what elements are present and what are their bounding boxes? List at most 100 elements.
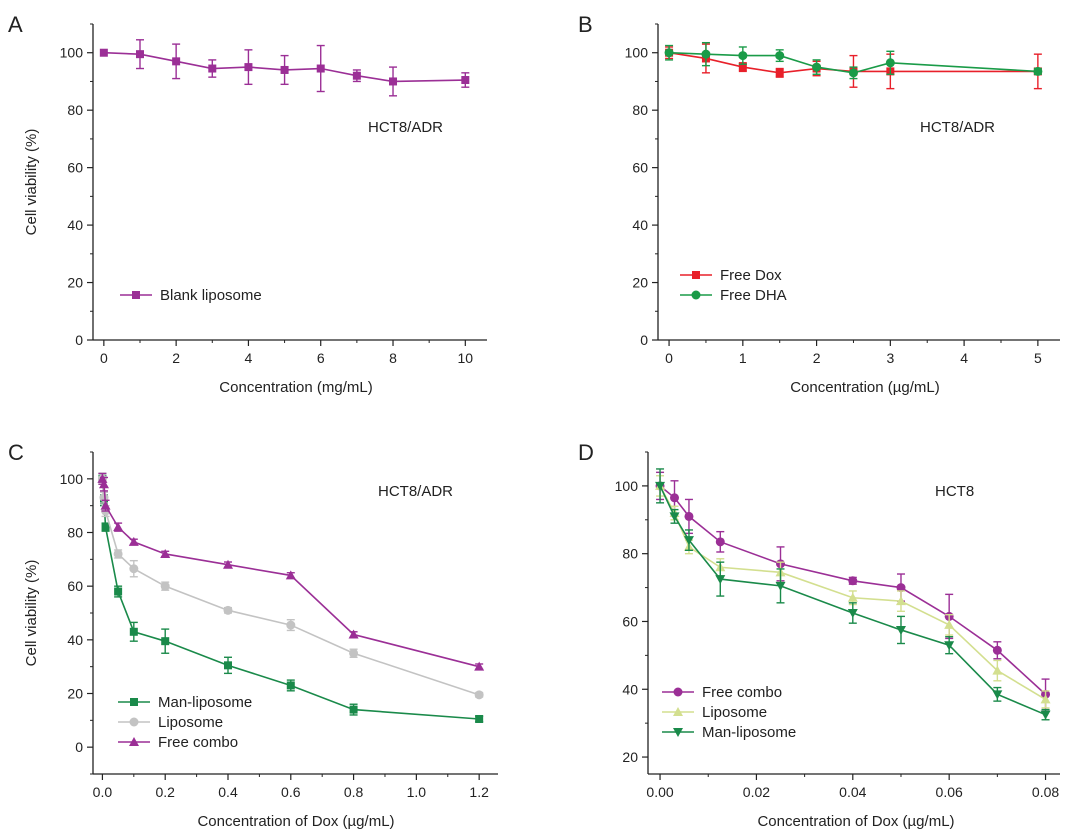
y-axis-title: Cell viability (%) [23, 129, 40, 236]
y-tick-label: 60 [622, 613, 638, 629]
data-point [812, 62, 822, 72]
series-liposome [655, 475, 1051, 709]
panel-letter: B [578, 12, 593, 37]
y-tick-label: 60 [67, 160, 83, 176]
data-point [286, 620, 296, 630]
data-point [775, 51, 785, 61]
y-tick-label: 100 [625, 45, 649, 61]
y-tick-label: 20 [622, 749, 638, 765]
data-point [223, 559, 233, 569]
x-tick-label: 0 [100, 350, 108, 366]
data-point [895, 596, 906, 606]
data-point [1040, 710, 1051, 720]
data-point [684, 511, 694, 521]
data-point [738, 63, 747, 72]
data-point [172, 57, 181, 66]
x-tick-label: 0.2 [155, 784, 175, 800]
data-point [664, 48, 674, 58]
series-man-liposome [655, 468, 1051, 721]
data-point [316, 64, 325, 73]
data-point [160, 548, 171, 558]
panel-a: A 0 20 40 60 80 100 0 2 4 6 8 10 Concentration (mg/mL… [8, 12, 487, 396]
y-tick-label: 80 [622, 546, 638, 562]
x-axis-title: Concentration (mg/mL) [219, 379, 372, 396]
data-point [475, 714, 484, 723]
data-point [944, 641, 955, 651]
data-point [285, 570, 296, 580]
x-tick-label: 4 [245, 350, 253, 366]
x-tick-label: 6 [317, 350, 325, 366]
data-point [97, 473, 108, 483]
y-tick-label: 40 [67, 217, 83, 233]
data-point [670, 493, 680, 503]
y-axis-title: Cell viability (%) [23, 560, 40, 667]
data-point [114, 587, 123, 596]
data-point [286, 681, 295, 690]
data-point [701, 49, 711, 59]
series-line [659, 485, 1046, 716]
legend-marker [692, 271, 700, 279]
data-point [992, 690, 1003, 700]
legend-label: Free combo [702, 684, 782, 701]
data-point [161, 637, 170, 646]
series-line [669, 51, 1038, 74]
y-tick-label: 60 [632, 160, 648, 176]
x-tick-label: 0.6 [281, 784, 301, 800]
data-point [1040, 694, 1051, 704]
y-tick-label: 80 [632, 102, 648, 118]
y-tick-label: 60 [67, 578, 83, 594]
data-point [349, 648, 359, 658]
legend-entry: Free Dox [680, 267, 782, 284]
legend-marker [130, 698, 138, 706]
x-tick-label: 1.2 [469, 784, 489, 800]
data-point [474, 690, 484, 700]
series-free-dha [664, 41, 1043, 80]
x-axis-title: Concentration of Dox (µg/mL) [197, 813, 394, 830]
series-blank-liposome [99, 39, 470, 97]
data-point [208, 64, 217, 73]
cell-line-annotation: HCT8/ADR [378, 483, 453, 500]
legend-marker [673, 707, 683, 716]
x-tick-label: 0.0 [93, 784, 113, 800]
data-point [129, 564, 139, 574]
data-point [129, 627, 138, 636]
legend-label: Blank liposome [160, 287, 262, 304]
data-point [160, 581, 170, 591]
series-free-dox [665, 43, 1042, 90]
legend-label: Free DHA [720, 287, 787, 304]
data-point [848, 68, 858, 78]
data-point [349, 705, 358, 714]
cell-line-annotation: HCT8/ADR [368, 119, 443, 136]
data-point [669, 512, 680, 522]
data-point [1033, 66, 1043, 76]
legend-label: Liposome [158, 714, 223, 731]
data-point [474, 661, 485, 671]
y-tick-label: 0 [640, 332, 648, 348]
y-tick-label: 0 [75, 739, 83, 755]
data-point [135, 50, 144, 59]
y-tick-label: 80 [67, 102, 83, 118]
legend-label: Free Dox [720, 267, 782, 284]
y-tick-label: 80 [67, 525, 83, 541]
legend-label: Liposome [702, 704, 767, 721]
legend-label: Free combo [158, 734, 238, 751]
legend-entry: Blank liposome [120, 287, 262, 304]
series-free-combo [97, 472, 485, 671]
data-point [389, 77, 398, 86]
data-point [895, 625, 906, 635]
y-tick-label: 40 [67, 632, 83, 648]
data-point [101, 523, 110, 532]
x-tick-label: 10 [458, 350, 474, 366]
legend-marker [673, 687, 683, 697]
x-tick-label: 0.02 [743, 784, 770, 800]
legend-label: Man-liposome [702, 724, 796, 741]
data-point [352, 71, 361, 80]
data-point [100, 500, 111, 510]
x-tick-label: 0 [665, 350, 673, 366]
data-point [113, 522, 124, 532]
data-point [738, 51, 748, 61]
y-tick-label: 20 [67, 686, 83, 702]
panel-b: B 0 20 40 60 80 100 0 1 2 3 4 5 Concentration (µg/mL)… [578, 12, 1060, 396]
y-tick-label: 20 [632, 275, 648, 291]
series-line [659, 485, 1046, 701]
